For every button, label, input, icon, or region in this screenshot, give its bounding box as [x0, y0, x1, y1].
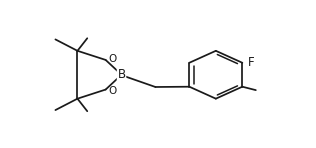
Text: B: B — [118, 68, 125, 81]
Text: O: O — [109, 86, 117, 96]
Text: O: O — [109, 54, 117, 64]
Text: F: F — [247, 56, 254, 69]
